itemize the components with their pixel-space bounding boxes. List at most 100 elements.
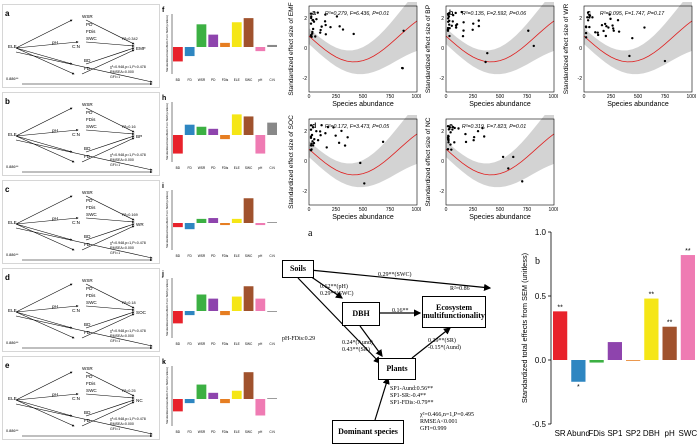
data-point bbox=[329, 25, 332, 29]
bar-category: pH bbox=[258, 166, 263, 170]
data-point bbox=[472, 135, 476, 139]
x-tick: SR bbox=[555, 429, 566, 438]
data-point bbox=[454, 24, 458, 27]
y-axis-label: Standardized effect size of BP bbox=[425, 4, 432, 93]
bar-category: FD bbox=[188, 78, 193, 82]
fit-line bbox=[445, 20, 555, 63]
sem-node: FDis bbox=[86, 117, 96, 122]
data-point bbox=[471, 28, 474, 32]
bar bbox=[231, 218, 242, 223]
sem-path bbox=[81, 225, 135, 251]
bar bbox=[208, 298, 219, 311]
path-dbh-plants: 0.24*(Aund) 0.43**(SR) bbox=[342, 340, 373, 354]
sem-node: SWC bbox=[86, 124, 97, 129]
sem-node: PD bbox=[86, 22, 93, 27]
path-soils-plants: pH-FDis:0.29 bbox=[282, 336, 316, 342]
data-point bbox=[448, 127, 451, 131]
fit-line bbox=[308, 133, 418, 176]
bar bbox=[231, 114, 242, 135]
x-tick: 0 bbox=[445, 207, 448, 213]
bar bbox=[644, 298, 659, 360]
bar-category: FDis bbox=[222, 166, 229, 170]
sem-fit: GFI=1 bbox=[110, 163, 120, 167]
sem-panel-d: WSR PD FDis SWC C:N BD FD ELE pH SOC R²=0.18 χ²=0.9… bbox=[2, 268, 160, 354]
data-point bbox=[450, 24, 453, 27]
sem-panel-svg: WSR PD FDis SWC C:N BD FD ELE pH WR R²=0.169 χ²=0.9… bbox=[2, 180, 160, 264]
bar-category: ELE bbox=[234, 430, 240, 434]
bar-category: FDis bbox=[222, 342, 229, 346]
data-point bbox=[617, 30, 621, 33]
multifunctionality-sem-diagram: a Soils DBH Ecosystem multifunctionality… bbox=[280, 228, 515, 446]
y-axis-label: Standardized effect size of SOC bbox=[288, 115, 295, 209]
bar-letter: h bbox=[162, 95, 166, 102]
data-point bbox=[311, 144, 315, 147]
sem-path bbox=[15, 315, 153, 347]
sem-node: pH bbox=[52, 40, 58, 45]
x-tick: 250 bbox=[607, 94, 616, 100]
data-point bbox=[323, 20, 327, 23]
bar bbox=[184, 311, 195, 316]
bar bbox=[231, 296, 242, 311]
data-point bbox=[486, 51, 489, 55]
sem-path bbox=[15, 139, 153, 171]
total-effects-chart: b -0.5 0.0 0.5 1.0 Standardized total effect… bbox=[515, 228, 700, 446]
data-point bbox=[324, 13, 327, 16]
x-tick: 1000 bbox=[411, 207, 421, 213]
data-point bbox=[352, 32, 355, 36]
y-tick: 0 bbox=[441, 46, 444, 52]
scatter-letter: c bbox=[587, 10, 591, 17]
bar bbox=[267, 398, 277, 399]
sem-r2: R²=0.25 bbox=[122, 389, 136, 393]
bar bbox=[553, 311, 568, 360]
data-point bbox=[462, 21, 465, 24]
data-point bbox=[346, 136, 349, 139]
sem-letter: a bbox=[5, 9, 10, 18]
bar bbox=[208, 218, 219, 223]
sem-path bbox=[15, 216, 79, 225]
sem-left-value: 0.886** bbox=[6, 253, 19, 257]
sem-target: WR bbox=[136, 222, 144, 227]
bar bbox=[184, 223, 195, 230]
sem-path bbox=[15, 399, 73, 417]
data-point bbox=[320, 25, 323, 28]
data-point bbox=[449, 131, 452, 134]
sem-letter: b bbox=[5, 97, 10, 106]
data-point bbox=[316, 11, 319, 14]
data-point bbox=[512, 155, 515, 159]
data-point bbox=[611, 24, 614, 27]
y-tick: -0.5 bbox=[532, 420, 546, 429]
panel-letter: a bbox=[308, 228, 313, 239]
y-tick: 2 bbox=[441, 129, 444, 135]
sem-path bbox=[15, 19, 73, 49]
sem-path bbox=[85, 47, 135, 65]
sem-path bbox=[85, 223, 135, 241]
bar bbox=[208, 34, 219, 47]
data-point bbox=[310, 15, 313, 18]
sem-panel-c: WSR PD FDis SWC C:N BD FD ELE pH WR R²=0.169 χ²=0.9… bbox=[2, 180, 160, 266]
data-point bbox=[316, 139, 320, 142]
bar-category: SWC bbox=[245, 254, 253, 258]
bar-panel-k: k Standardized total effects from SEM (un… bbox=[160, 356, 280, 442]
bar-panel-j: j Standardized total effects from SEM (un… bbox=[160, 268, 280, 354]
sem-fit: GFI=1 bbox=[110, 427, 120, 431]
bar-panel-f: f Standardized total effects from SEM (un… bbox=[160, 4, 280, 90]
data-point bbox=[335, 15, 339, 18]
data-point bbox=[596, 33, 600, 37]
model-fit: χ²=0.466,n=1,P=0.495 RMSEA<0.001 GFI=0.9… bbox=[420, 412, 474, 433]
bar-category: WSR bbox=[198, 254, 206, 258]
bar-category: ELE bbox=[234, 254, 240, 258]
x-tick: 750 bbox=[523, 94, 532, 100]
confidence-band bbox=[309, 0, 417, 75]
sem-node: SWC bbox=[86, 300, 97, 305]
data-point bbox=[324, 33, 328, 36]
data-point bbox=[326, 125, 330, 129]
sem-path bbox=[85, 371, 135, 397]
data-point bbox=[600, 23, 604, 27]
sem-node: ELE bbox=[8, 396, 17, 401]
ecosystem-multifunctionality-node: Ecosystem multifunctionality bbox=[422, 296, 486, 328]
data-point bbox=[584, 25, 588, 28]
sem-letter: c bbox=[5, 185, 10, 194]
data-point bbox=[319, 28, 322, 32]
x-tick: pH bbox=[665, 429, 675, 438]
bar bbox=[255, 135, 266, 154]
